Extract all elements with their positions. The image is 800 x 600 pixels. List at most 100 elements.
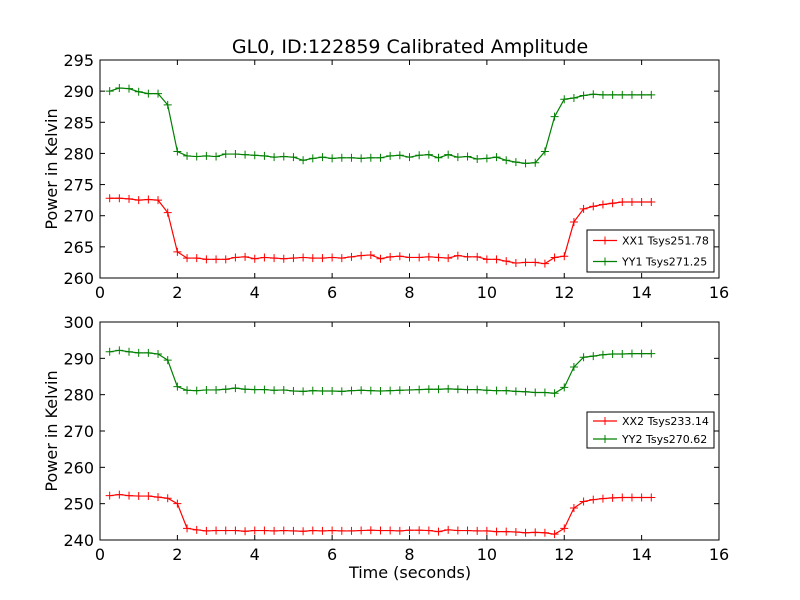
top-series-0-point xyxy=(241,252,250,261)
bottom-series-1-point xyxy=(183,386,192,395)
top-ytick-label: 295 xyxy=(63,51,94,70)
top-legend-marker xyxy=(601,257,609,266)
top-series-0-point xyxy=(154,196,163,205)
bottom-series-0-point xyxy=(579,497,588,506)
top-series-1-point xyxy=(560,95,569,104)
top-series-1-point xyxy=(337,153,346,162)
bottom-series-0-point xyxy=(173,499,182,508)
bottom-series-1-point xyxy=(560,383,569,392)
top-series-0-point xyxy=(337,254,346,263)
bottom-series-1-point xyxy=(521,387,530,396)
bottom-series-1-point xyxy=(647,349,656,358)
top-series-1-point xyxy=(105,87,114,96)
top-series-1-point xyxy=(579,91,588,100)
bottom-series-0-point xyxy=(463,526,472,535)
bottom-series-1-point xyxy=(289,387,298,396)
top-series-0-point xyxy=(386,252,395,261)
top-series-1-point xyxy=(444,150,453,159)
top-series-1-point xyxy=(415,151,424,160)
bottom-series-0-point xyxy=(250,526,259,535)
bottom-series-1-point xyxy=(386,386,395,395)
top-series-1-point xyxy=(192,152,201,161)
bottom-series-0-point xyxy=(270,526,279,535)
top-series-1-point xyxy=(134,87,143,96)
top-series-0-point xyxy=(347,252,356,261)
top-series-1-point xyxy=(221,150,230,159)
top-series-0-point xyxy=(279,254,288,263)
figure-title: GL0, ID:122859 Calibrated Amplitude xyxy=(232,36,588,58)
bottom-series-1-point xyxy=(163,356,172,365)
bottom-legend: XX2 Tsys233.14 YY2 Tsys270.62 xyxy=(586,411,715,449)
top-series-0 xyxy=(105,194,656,268)
bottom-series-1-point xyxy=(434,385,443,394)
top-series-1-point xyxy=(434,153,443,162)
top-series-1-point xyxy=(637,90,646,99)
top-series-1-point xyxy=(453,153,462,162)
top-series-0-point xyxy=(463,252,472,261)
bottom-series-1-point xyxy=(328,387,337,396)
bottom-series-1-point xyxy=(318,387,327,396)
top-series-1-point xyxy=(598,90,607,99)
top-series-0-point xyxy=(221,255,230,264)
top-series-0-point xyxy=(289,254,298,263)
bottom-series-1-point xyxy=(511,387,520,396)
bottom-series-0-point xyxy=(318,526,327,535)
top-xtick-label: 16 xyxy=(709,283,729,302)
top-series-1-point xyxy=(608,90,617,99)
top-ytick-label: 265 xyxy=(63,238,94,257)
bottom-series-0-point xyxy=(260,526,269,535)
bottom-series-1-point xyxy=(115,346,124,355)
top-series-0-point xyxy=(598,200,607,209)
bottom-series-0-point xyxy=(521,528,530,537)
bottom-series-0-point xyxy=(540,528,549,537)
bottom-series-1-point xyxy=(376,387,385,396)
bottom-series-0-point xyxy=(183,524,192,533)
bottom-series-0-point xyxy=(560,524,569,533)
top-series-0-point xyxy=(618,198,627,207)
top-series-0-point xyxy=(395,252,404,261)
top-series-1-point xyxy=(299,156,308,165)
top-series-0-point xyxy=(328,253,337,262)
top-series-0-point xyxy=(482,255,491,264)
top-series-1-point xyxy=(173,147,182,156)
top-xtick-label: 10 xyxy=(477,283,497,302)
top-series-1-point xyxy=(482,154,491,163)
bottom-series-1-point xyxy=(279,385,288,394)
bottom-series-1-point xyxy=(405,385,414,394)
top-series-1 xyxy=(105,84,656,168)
bottom-series-1-point xyxy=(540,388,549,397)
bottom-series-1-point xyxy=(337,387,346,396)
top-series-1-point xyxy=(569,93,578,102)
top-series-0-point xyxy=(550,253,559,262)
top-series-1-point xyxy=(231,150,240,159)
top-series-1-point xyxy=(647,90,656,99)
top-series-1-point xyxy=(366,153,375,162)
top-series-1-point xyxy=(144,89,153,98)
bottom-series-1-point xyxy=(473,385,482,394)
top-series-0-point xyxy=(579,204,588,213)
top-series-0-point xyxy=(444,254,453,263)
bottom-series-0-point xyxy=(221,526,230,535)
bottom-series-0-point xyxy=(376,526,385,535)
bottom-series-1-point xyxy=(125,347,134,356)
bottom-series-0-point xyxy=(482,526,491,535)
bottom-series-1-point xyxy=(395,386,404,395)
bottom-series-1-point xyxy=(308,386,317,395)
bottom-series-1-point xyxy=(453,385,462,394)
top-ytick-label: 270 xyxy=(63,207,94,226)
bottom-series-0-point xyxy=(347,526,356,535)
bottom-series-1-point xyxy=(202,385,211,394)
bottom-series-1-point xyxy=(618,349,627,358)
bottom-series-1-point xyxy=(424,385,433,394)
top-series-0-point xyxy=(647,198,656,207)
bottom-xtick-label: 12 xyxy=(554,545,574,564)
bottom-series-1-point xyxy=(637,349,646,358)
bottom-series-1-point xyxy=(444,384,453,393)
top-series-1-point xyxy=(492,153,501,162)
top-series-0-point xyxy=(299,253,308,262)
top-legend-box xyxy=(586,229,715,273)
bottom-series-0-point xyxy=(589,495,598,504)
bottom-series-0-point xyxy=(289,526,298,535)
bottom-xtick-label: 10 xyxy=(477,545,497,564)
